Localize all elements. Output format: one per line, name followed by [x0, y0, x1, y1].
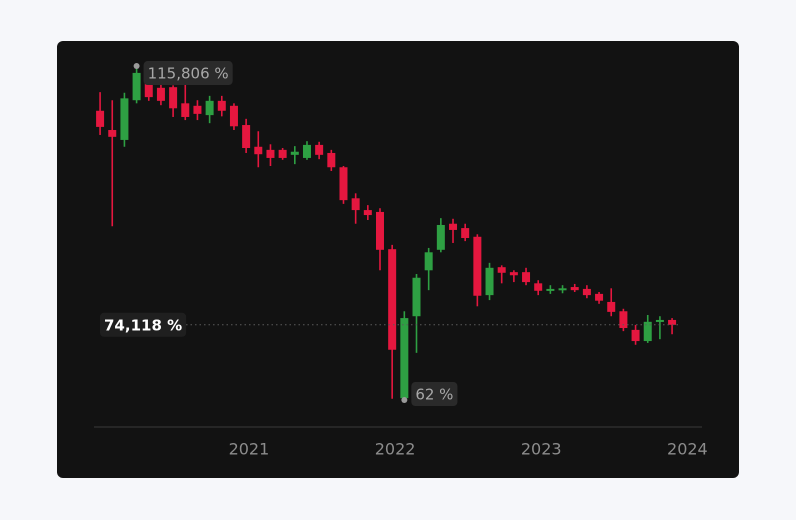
candle-body [668, 319, 677, 325]
candle-body [193, 105, 202, 114]
candle-body [546, 288, 555, 291]
x-tick-label: 2024 [667, 440, 708, 459]
candle-body [473, 236, 482, 296]
label-box [143, 61, 233, 86]
candle-body [497, 267, 506, 273]
candle-body [424, 252, 433, 271]
current-value-label: 74,118 % [100, 312, 679, 337]
extreme-label: 115,806 % [148, 65, 229, 83]
candle-body [607, 301, 616, 312]
candle-body [205, 100, 214, 116]
candle-body [375, 211, 384, 250]
candle-body [509, 272, 518, 276]
candle-body [363, 210, 372, 216]
candle-body [254, 146, 263, 155]
candle-body [461, 228, 470, 239]
candle-body [351, 198, 360, 211]
candle-body [412, 277, 421, 317]
candle-body [217, 100, 226, 111]
candle-body [302, 144, 311, 158]
label-box [411, 382, 458, 407]
candle-body [522, 272, 531, 283]
candle-body [96, 110, 105, 127]
candle-body [266, 149, 275, 158]
label-box [100, 312, 187, 337]
current-value-text: 74,118 % [104, 316, 182, 334]
candle-body [643, 321, 652, 342]
candle-body [290, 151, 299, 155]
extreme-label: 62 % [415, 386, 453, 404]
candle-body [534, 283, 543, 291]
candle-body [449, 223, 458, 230]
extreme-dot [133, 63, 140, 70]
extreme-dot [401, 397, 408, 404]
x-tick-label: 2021 [229, 440, 270, 459]
candle-body [181, 103, 190, 117]
candle-body [242, 125, 251, 149]
x-tick-label: 2022 [375, 440, 416, 459]
x-tick-label: 2023 [521, 440, 562, 459]
card [57, 41, 739, 478]
candle-body [278, 149, 287, 158]
candle-body [388, 249, 397, 350]
candle-body [144, 82, 153, 98]
candle-body [558, 288, 567, 291]
candle-body [169, 87, 178, 109]
candle-body [595, 293, 604, 301]
candle-body [327, 152, 336, 168]
candle-body [120, 98, 129, 140]
candle-body [315, 144, 324, 155]
candle-body [339, 167, 348, 201]
candle-body [436, 224, 445, 250]
candle-body [631, 329, 640, 342]
candle-body [485, 267, 494, 296]
candle-body [570, 287, 579, 291]
candle-body [156, 87, 165, 101]
candle-body [400, 318, 409, 399]
candle-body [619, 311, 628, 329]
candle-body [108, 130, 117, 137]
candle-body [655, 319, 664, 322]
candle-body [229, 105, 238, 127]
candle-body [132, 72, 141, 101]
candle-body [582, 288, 591, 296]
